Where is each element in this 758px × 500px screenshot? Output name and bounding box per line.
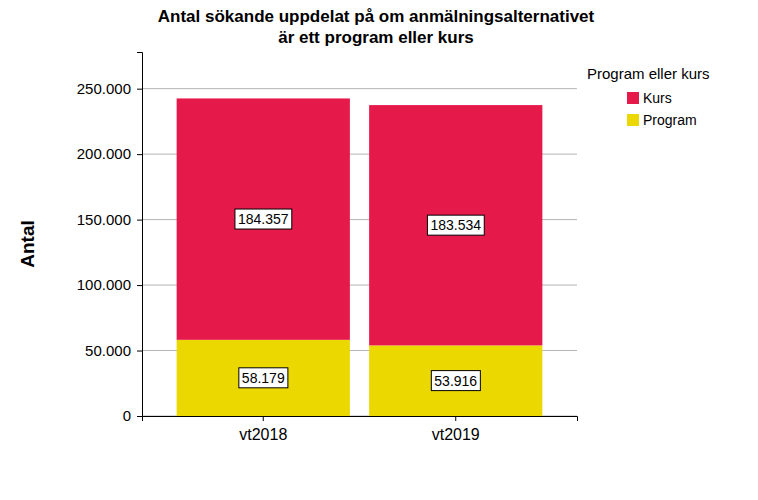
x-tick: vt2018 [239,416,287,443]
grid-line [142,88,577,89]
chart: Antal sökande uppdelat på om anmälningsa… [0,0,758,500]
title: Antal sökande uppdelat på om anmälningsa… [158,7,595,47]
bar [369,105,542,345]
grid [142,89,577,416]
y-tick-mark [137,416,142,417]
y-tick-label: 250.000 [77,80,131,97]
y-tick: 100.000 [77,276,142,293]
y-tick-label: 150.000 [77,211,131,228]
bar [369,345,542,416]
data-label: 184.357 [238,211,289,227]
legend-label: Program [643,112,697,128]
y-tick-mark [137,351,142,352]
y-tick: 50.000 [85,342,142,359]
y-axis-line [137,53,143,417]
x-tick-mark [263,416,264,421]
legend-swatch [627,92,639,104]
label-box [427,215,484,235]
title-line: är ett program eller kurs [278,28,474,47]
y-tick-mark [137,285,142,286]
y-tick-mark [137,154,142,155]
label-box [235,209,292,229]
x-axis-line [143,417,578,422]
data-label: 58.179 [242,370,285,386]
x-tick: vt2019 [432,416,480,443]
data-label: 53.916 [434,373,477,389]
x-tick-label: vt2019 [432,426,480,443]
x-axis: vt2018 vt2019 [143,416,578,443]
legend: Program eller kurs Kurs Program [587,65,710,128]
y-tick-label: 0 [123,407,131,424]
title-line: Antal sökande uppdelat på om anmälningsa… [158,7,595,26]
y-tick-label: 50.000 [85,342,131,359]
y-tick: 200.000 [77,145,142,162]
data-labels: 58.179 53.916 184.357 183.534 [235,209,484,391]
y-tick-label: 200.000 [77,145,131,162]
y-tick-mark [137,220,142,221]
x-tick-mark [455,416,456,421]
y-tick: 0 [123,407,142,424]
data-label: 183.534 [430,217,481,233]
y-axis: 0 50.000 100.000 150.000 200.000 250.000 [77,53,143,425]
y-tick: 150.000 [77,211,142,228]
y-tick: 250.000 [77,80,142,97]
bars [177,98,543,416]
legend-title: Program eller kurs [587,65,710,82]
y-axis-title: Antal [17,220,38,268]
bar [177,340,350,416]
label-box [239,368,288,388]
bar [177,98,350,339]
legend-label: Kurs [643,90,672,106]
legend-swatch [627,114,639,126]
y-tick-mark [137,89,142,90]
label-box [431,371,480,391]
x-tick-label: vt2018 [239,426,287,443]
y-tick-label: 100.000 [77,276,131,293]
